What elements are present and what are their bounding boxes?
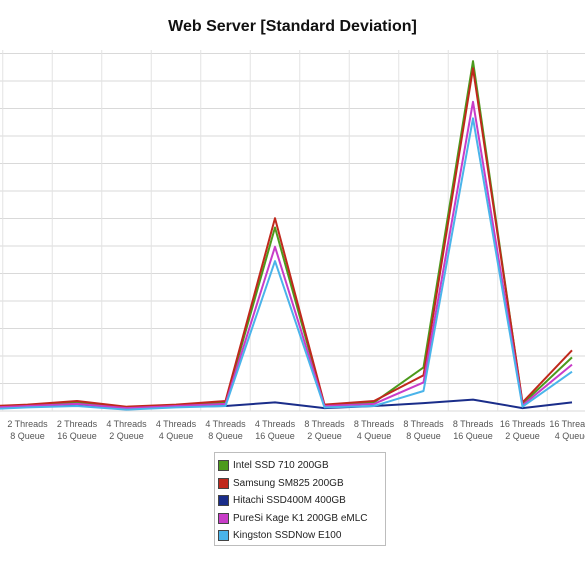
legend-swatch — [218, 495, 229, 507]
chart-title: Web Server [Standard Deviation] — [168, 18, 417, 35]
legend-item: Intel SSD 710 200GB — [218, 457, 385, 475]
x-tick-label: 4 Threads 2 Queue — [106, 419, 147, 441]
x-tick-label: 16 Threads 2 Queue — [500, 419, 546, 441]
x-tick-label: 8 Threads 8 Queue — [403, 419, 444, 441]
legend-swatch — [218, 477, 229, 489]
legend-swatch — [218, 530, 229, 542]
legend-item: Kingston SSDNow E100 — [218, 527, 385, 545]
grid — [0, 50, 585, 412]
legend: Intel SSD 710 200GB Samsung SM825 200GB Hi… — [214, 452, 386, 546]
x-tick-label: 8 Threads 4 Queue — [354, 419, 395, 441]
legend-item: PureSi Kage K1 200GB eMLC — [218, 510, 385, 528]
series-line-0 — [0, 60, 573, 409]
x-tick-label: 8 Threads 16 Queue — [453, 419, 494, 441]
x-tick-label: 8 Threads 2 Queue — [304, 419, 345, 441]
series-line-4 — [0, 117, 573, 411]
x-tick-label: 2 Threads 8 Queue — [7, 419, 48, 441]
series-lines — [0, 60, 573, 411]
legend-swatch — [218, 460, 229, 472]
legend-label: Hitachi SSD400M 400GB — [233, 495, 346, 507]
x-tick-label: 4 Threads 8 Queue — [205, 419, 246, 441]
legend-item: Hitachi SSD400M 400GB — [218, 492, 385, 510]
series-line-1 — [0, 67, 573, 408]
x-tick-label: 4 Threads 16 Queue — [255, 419, 296, 441]
legend-label: Samsung SM825 200GB — [233, 477, 344, 489]
legend-item: Samsung SM825 200GB — [218, 475, 385, 493]
legend-swatch — [218, 512, 229, 524]
legend-label: Intel SSD 710 200GB — [233, 460, 329, 472]
legend-label: PureSi Kage K1 200GB eMLC — [233, 512, 368, 524]
x-tick-label: 2 Threads 16 Queue — [57, 419, 98, 441]
x-tick-label: 4 Threads 4 Queue — [156, 419, 197, 441]
legend-label: Kingston SSDNow E100 — [233, 530, 342, 542]
series-line-3 — [0, 100, 573, 410]
